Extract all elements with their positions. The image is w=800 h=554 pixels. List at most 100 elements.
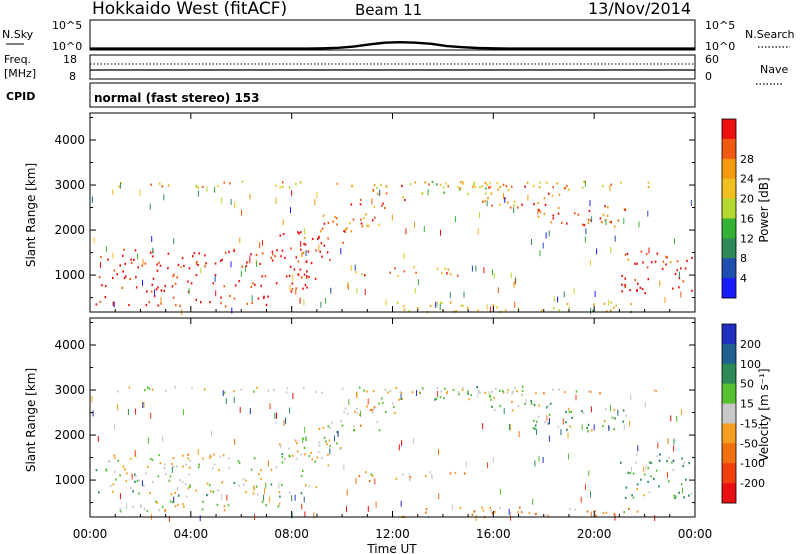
echo-cell [137,266,139,269]
colorbar-tick-label: -15 [740,417,758,430]
echo-cell [667,438,669,445]
echo-cell [239,407,241,413]
echo-cell [112,301,114,304]
echo-cell [514,301,516,308]
echo-cell [454,216,456,223]
echo-cell [590,491,591,498]
echo-cell [259,242,261,249]
echo-cell [295,183,297,186]
echo-cell [524,185,526,188]
echo-cell [217,489,219,492]
echo-cell [297,260,300,263]
echo-cell [610,301,612,304]
y-tick-label: 1000 [54,268,85,282]
echo-cell [113,456,116,459]
echo-cell [510,272,512,279]
echo-cell [462,181,464,184]
echo-cell [563,291,565,298]
echo-cell [428,183,430,186]
echo-cell [150,183,152,186]
echo-cell [172,456,175,460]
echo-cell [670,415,672,422]
colorbar-swatch [722,258,736,279]
echo-cell [380,204,383,207]
echo-cell [477,228,479,235]
echo-cell [499,405,502,408]
echo-cell [253,457,256,460]
echo-cell [315,486,318,489]
echo-cell [189,459,191,462]
echo-cell [372,219,374,222]
echo-cell [673,445,675,452]
echo-cell [647,185,650,189]
power-y-axis: 1000 2000 3000 4000 [54,117,695,299]
echo-cell [323,222,326,225]
echo-cell [149,492,151,495]
echo-cell [573,288,575,295]
echo-cell [352,218,355,221]
echo-cell [260,469,262,472]
echo-cell [220,296,222,299]
velocity-y-axis: 1000 2000 3000 4000 [54,322,695,504]
echo-cell [142,402,144,408]
colorbar-tick-label: 15 [740,398,754,411]
echo-cell [297,231,299,234]
echo-cell [326,251,329,254]
echo-cell [365,213,367,216]
echo-cell [187,280,189,283]
echo-cell [435,397,438,400]
echo-cell [158,261,160,264]
echo-cell [484,200,486,203]
echo-cell [117,459,120,462]
echo-cell [216,503,219,506]
echo-cell [305,484,307,487]
echo-cell [241,209,243,216]
echo-cell [659,280,661,287]
echo-cell [624,285,627,289]
echo-cell [621,283,623,286]
echo-cell [545,181,548,184]
echo-cell [436,267,439,270]
echo-cell [289,407,291,414]
echo-cell [185,495,188,498]
echo-cell [300,231,302,234]
echo-cell [602,512,605,515]
echo-cell [447,268,450,271]
echo-cell [304,426,306,433]
echo-cell [257,493,259,496]
echo-cell [245,264,248,268]
echo-cell [343,230,345,233]
echo-cell [206,482,209,485]
echo-cell [187,487,190,490]
echo-cell [634,262,636,265]
echo-cell [440,229,441,236]
echo-cell [690,200,692,206]
echo-cell [621,290,623,293]
echo-cell [492,456,494,463]
echo-cell [308,455,311,458]
y-tick-label: 2000 [54,428,85,442]
echo-cell [408,473,410,480]
echo-cell [378,223,380,226]
echo-cell [91,396,93,403]
echo-cell [648,461,651,464]
echo-cell [145,304,148,307]
echo-cell [384,388,387,391]
echo-cell [630,303,632,306]
x-tick-label: 12:00 [375,527,410,541]
echo-cell [319,250,321,253]
echo-cell [181,257,184,260]
echo-cell [148,387,151,390]
noise-panel-frame [89,19,696,51]
echo-cell [177,503,179,506]
echo-cell [585,484,586,490]
echo-cell [383,206,386,210]
echo-cell [261,500,264,503]
echo-cell [282,219,284,226]
echo-cell [656,455,659,458]
echo-cell [425,511,427,514]
echo-cell [97,435,99,442]
echo-cell [233,249,235,253]
echo-cell [283,420,285,427]
echo-cell [250,285,253,288]
